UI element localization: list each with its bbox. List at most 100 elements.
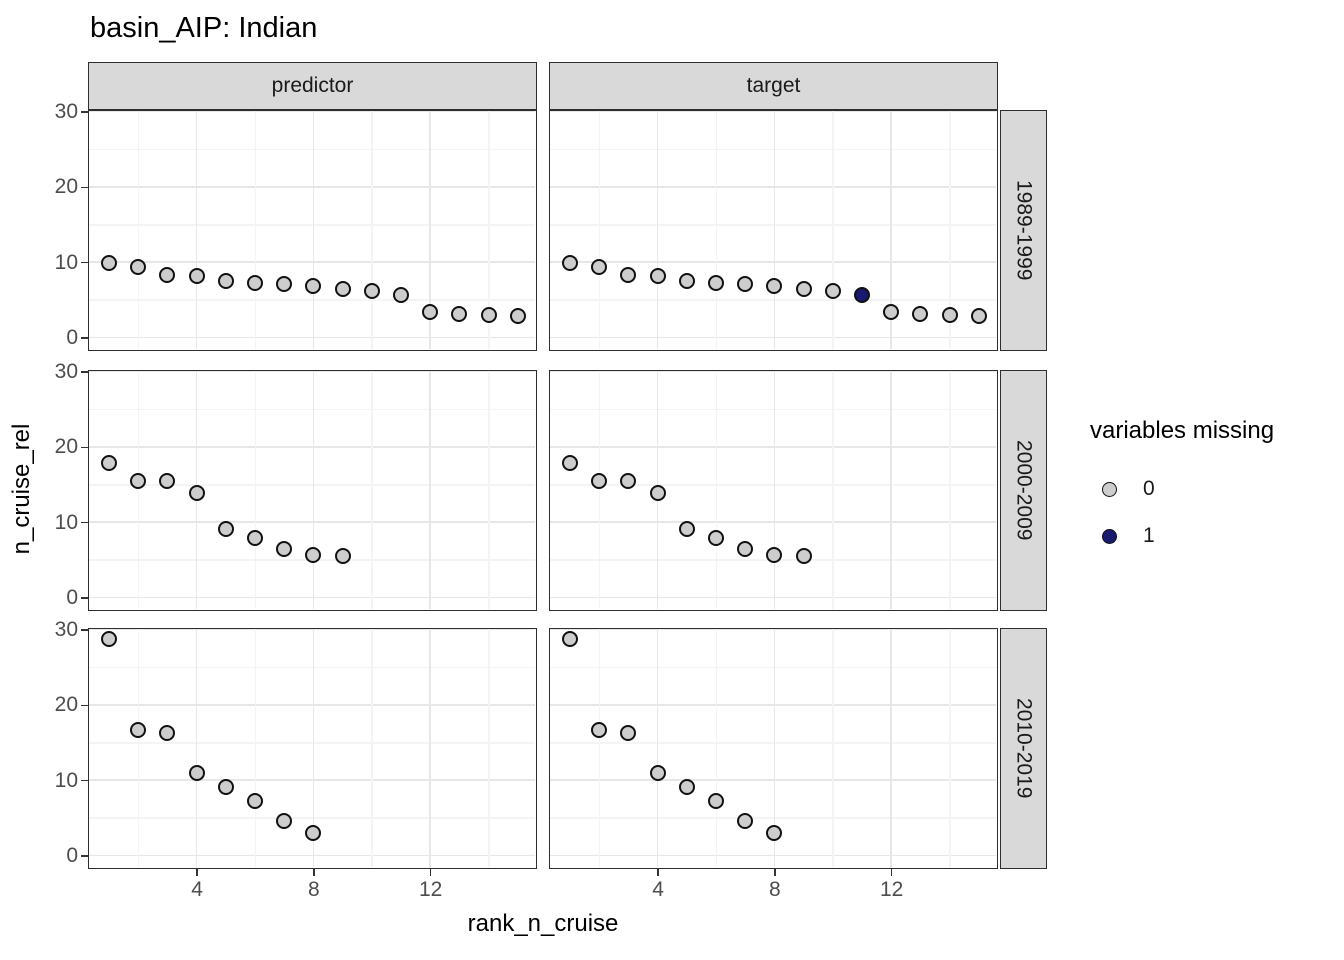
data-point [334, 548, 351, 565]
data-point [276, 812, 293, 829]
data-point [649, 764, 666, 781]
facet-row-label: 2000-2009 [1012, 440, 1036, 541]
data-point [766, 824, 783, 841]
y-tick-label: 0 [66, 844, 78, 867]
facet-col-label: target [746, 74, 801, 97]
x-tick-mark [774, 869, 776, 876]
gridline-minor [488, 629, 490, 867]
y-tick-label: 0 [66, 326, 78, 349]
legend-entry-1: 1 [1090, 516, 1274, 556]
gridline-minor [137, 371, 140, 609]
gridline-major [656, 111, 659, 349]
x-tick-mark [890, 869, 893, 876]
gridline-major [550, 596, 996, 599]
gridline-major [773, 629, 776, 867]
y-tick-label: 0 [66, 586, 78, 609]
gridline-major [429, 111, 431, 349]
gridline-major [429, 629, 431, 867]
gridline-minor [254, 111, 256, 349]
gridline-minor [949, 629, 951, 867]
gridline-major [773, 111, 776, 349]
data-point [217, 273, 234, 289]
x-axis-title: rank_n_cruise [467, 910, 619, 937]
facet-row-label: 2010-2019 [1012, 698, 1036, 799]
y-tick-label: 10 [54, 768, 78, 792]
legend-entry-0: 0 [1090, 469, 1274, 509]
data-point [620, 473, 637, 490]
data-point [159, 725, 176, 742]
data-point [363, 282, 380, 299]
gridline-major [195, 111, 198, 349]
gridline-minor [832, 111, 834, 349]
x-tick-mark [313, 869, 315, 876]
gridline-major [89, 596, 535, 599]
data-point [708, 274, 724, 291]
data-point [480, 306, 497, 323]
x-tick-label: 12 [419, 878, 443, 901]
data-point [649, 484, 666, 501]
gridline-major [312, 111, 315, 349]
gridline-minor [137, 111, 140, 349]
gridline-minor [550, 224, 996, 226]
data-point [276, 541, 293, 558]
data-point [737, 276, 754, 292]
data-point [305, 546, 322, 563]
data-point [708, 793, 724, 810]
y-tick-label: 20 [54, 693, 78, 717]
y-tick-mark [81, 704, 88, 707]
data-point [130, 259, 147, 276]
gridline-major [89, 261, 535, 263]
data-point [883, 303, 900, 320]
data-point [620, 266, 637, 283]
gridline-major [89, 854, 535, 857]
data-point [422, 303, 439, 320]
gridline-major [89, 186, 535, 188]
panel-predictor-2010-2019 [88, 628, 537, 869]
data-point [509, 307, 526, 324]
gridline-minor [89, 148, 535, 151]
gridline-major [550, 111, 996, 113]
gridline-major [312, 371, 315, 609]
panel-predictor-1989-1999 [88, 110, 537, 351]
gridline-minor [832, 629, 834, 867]
gridline-minor [715, 111, 717, 349]
data-point [188, 764, 205, 781]
gridline-minor [137, 629, 140, 867]
gridline-minor [371, 111, 373, 349]
y-tick-mark [81, 186, 88, 189]
gridline-minor [89, 742, 535, 744]
gridline-minor [550, 742, 996, 744]
gridline-minor [715, 629, 717, 867]
gridline-minor [371, 371, 373, 609]
y-tick-mark [81, 337, 88, 339]
data-point [451, 306, 468, 323]
gridline-minor [488, 111, 490, 349]
gridline-minor [89, 224, 535, 226]
gridline-major [550, 371, 996, 373]
gridline-major [195, 629, 198, 867]
gridline-minor [89, 666, 535, 669]
data-point [620, 725, 637, 742]
data-point [766, 277, 783, 294]
legend-title: variables missing [1090, 417, 1275, 444]
gridline-minor [550, 666, 996, 669]
x-tick-mark [196, 869, 198, 876]
panel-target-2000-2009 [549, 370, 998, 611]
facet-row-label: 1989-1999 [1012, 180, 1036, 281]
data-point [188, 484, 205, 501]
data-point [247, 274, 263, 291]
data-point [649, 267, 666, 284]
data-point [101, 631, 117, 648]
gridline-major [550, 521, 996, 523]
gridline-major [890, 629, 892, 867]
gridline-major [89, 446, 535, 448]
y-tick-mark [81, 597, 88, 599]
gridline-minor [949, 371, 951, 609]
gridline-minor [89, 817, 535, 819]
gridline-minor [598, 111, 601, 349]
x-tick-mark [657, 869, 659, 876]
data-point [247, 793, 263, 810]
gridline-minor [832, 371, 834, 609]
y-tick-mark [81, 855, 88, 857]
